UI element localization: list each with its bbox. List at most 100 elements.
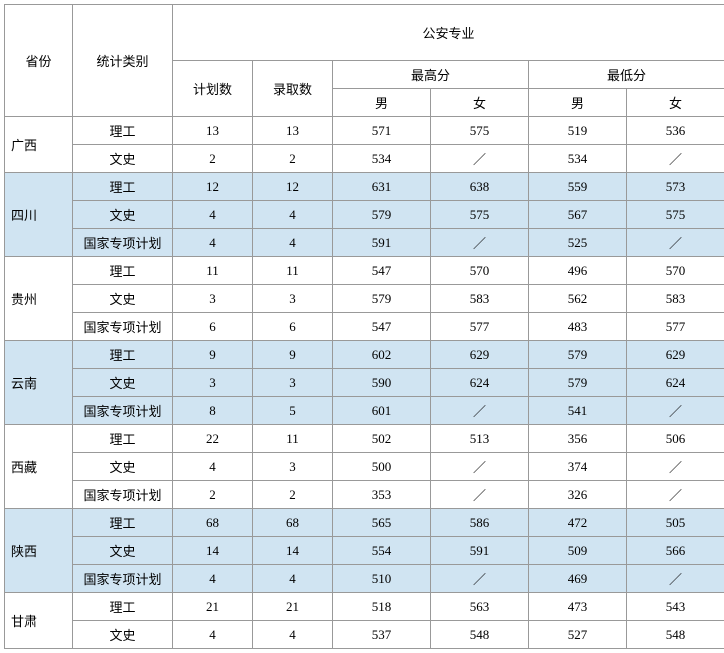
- min-female-cell: 624: [627, 369, 724, 397]
- table-row: 西藏理工2211502513356506: [5, 425, 724, 453]
- province-cell: 陕西: [5, 509, 73, 593]
- table-row: 国家专项计划44510／469／: [5, 565, 724, 593]
- min-female-cell: 566: [627, 537, 724, 565]
- category-cell: 理工: [73, 509, 173, 537]
- hdr-plan: 计划数: [173, 61, 253, 117]
- category-cell: 文史: [73, 453, 173, 481]
- max-male-cell: 518: [333, 593, 431, 621]
- min-female-cell: 548: [627, 621, 724, 649]
- plan-cell: 11: [173, 257, 253, 285]
- min-female-cell: 573: [627, 173, 724, 201]
- max-female-cell: ／: [431, 229, 529, 257]
- max-male-cell: 510: [333, 565, 431, 593]
- province-cell: 广西: [5, 117, 73, 173]
- category-cell: 理工: [73, 117, 173, 145]
- table-row: 陕西理工6868565586472505: [5, 509, 724, 537]
- max-male-cell: 502: [333, 425, 431, 453]
- plan-cell: 21: [173, 593, 253, 621]
- plan-cell: 4: [173, 201, 253, 229]
- min-male-cell: 541: [529, 397, 627, 425]
- hdr-max-female: 女: [431, 89, 529, 117]
- plan-cell: 4: [173, 565, 253, 593]
- min-female-cell: 570: [627, 257, 724, 285]
- table-row: 甘肃理工2121518563473543: [5, 593, 724, 621]
- category-cell: 文史: [73, 201, 173, 229]
- admit-cell: 9: [253, 341, 333, 369]
- max-male-cell: 537: [333, 621, 431, 649]
- category-cell: 文史: [73, 145, 173, 173]
- hdr-admit: 录取数: [253, 61, 333, 117]
- min-male-cell: 472: [529, 509, 627, 537]
- table-row: 文史43500／374／: [5, 453, 724, 481]
- min-female-cell: 583: [627, 285, 724, 313]
- max-male-cell: 534: [333, 145, 431, 173]
- min-male-cell: 519: [529, 117, 627, 145]
- table-row: 文史33579583562583: [5, 285, 724, 313]
- category-cell: 国家专项计划: [73, 229, 173, 257]
- min-male-cell: 579: [529, 341, 627, 369]
- plan-cell: 3: [173, 285, 253, 313]
- min-male-cell: 579: [529, 369, 627, 397]
- admit-cell: 4: [253, 565, 333, 593]
- min-female-cell: ／: [627, 481, 724, 509]
- hdr-max-male: 男: [333, 89, 431, 117]
- hdr-min-female: 女: [627, 89, 724, 117]
- table-header: 省份 统计类别 公安专业 计划数 录取数 最高分 最低分 男 女 男 女: [5, 5, 724, 117]
- admit-cell: 3: [253, 369, 333, 397]
- category-cell: 文史: [73, 369, 173, 397]
- min-male-cell: 567: [529, 201, 627, 229]
- hdr-province: 省份: [5, 5, 73, 117]
- plan-cell: 14: [173, 537, 253, 565]
- table-row: 云南理工99602629579629: [5, 341, 724, 369]
- max-female-cell: 548: [431, 621, 529, 649]
- max-female-cell: ／: [431, 453, 529, 481]
- min-female-cell: 506: [627, 425, 724, 453]
- plan-cell: 3: [173, 369, 253, 397]
- category-cell: 文史: [73, 621, 173, 649]
- category-cell: 理工: [73, 257, 173, 285]
- province-cell: 云南: [5, 341, 73, 425]
- max-male-cell: 571: [333, 117, 431, 145]
- province-cell: 甘肃: [5, 593, 73, 649]
- admit-cell: 2: [253, 145, 333, 173]
- max-female-cell: 577: [431, 313, 529, 341]
- min-female-cell: 577: [627, 313, 724, 341]
- min-male-cell: 473: [529, 593, 627, 621]
- min-male-cell: 469: [529, 565, 627, 593]
- hdr-major: 公安专业: [173, 5, 724, 61]
- category-cell: 国家专项计划: [73, 313, 173, 341]
- max-female-cell: 583: [431, 285, 529, 313]
- plan-cell: 2: [173, 481, 253, 509]
- admit-cell: 14: [253, 537, 333, 565]
- admit-cell: 6: [253, 313, 333, 341]
- table-row: 国家专项计划85601／541／: [5, 397, 724, 425]
- admit-cell: 4: [253, 201, 333, 229]
- admit-cell: 2: [253, 481, 333, 509]
- max-female-cell: ／: [431, 397, 529, 425]
- table-row: 文史44537548527548: [5, 621, 724, 649]
- min-female-cell: 543: [627, 593, 724, 621]
- max-male-cell: 591: [333, 229, 431, 257]
- admit-cell: 11: [253, 425, 333, 453]
- max-male-cell: 601: [333, 397, 431, 425]
- max-male-cell: 554: [333, 537, 431, 565]
- min-male-cell: 527: [529, 621, 627, 649]
- min-female-cell: 505: [627, 509, 724, 537]
- category-cell: 理工: [73, 173, 173, 201]
- table-row: 文史44579575567575: [5, 201, 724, 229]
- min-female-cell: 575: [627, 201, 724, 229]
- category-cell: 理工: [73, 593, 173, 621]
- max-female-cell: ／: [431, 565, 529, 593]
- admit-cell: 13: [253, 117, 333, 145]
- max-female-cell: 629: [431, 341, 529, 369]
- category-cell: 理工: [73, 425, 173, 453]
- admit-cell: 21: [253, 593, 333, 621]
- category-cell: 文史: [73, 537, 173, 565]
- max-male-cell: 547: [333, 257, 431, 285]
- table-row: 文史1414554591509566: [5, 537, 724, 565]
- plan-cell: 13: [173, 117, 253, 145]
- max-male-cell: 353: [333, 481, 431, 509]
- min-male-cell: 374: [529, 453, 627, 481]
- admit-cell: 3: [253, 453, 333, 481]
- table-row: 贵州理工1111547570496570: [5, 257, 724, 285]
